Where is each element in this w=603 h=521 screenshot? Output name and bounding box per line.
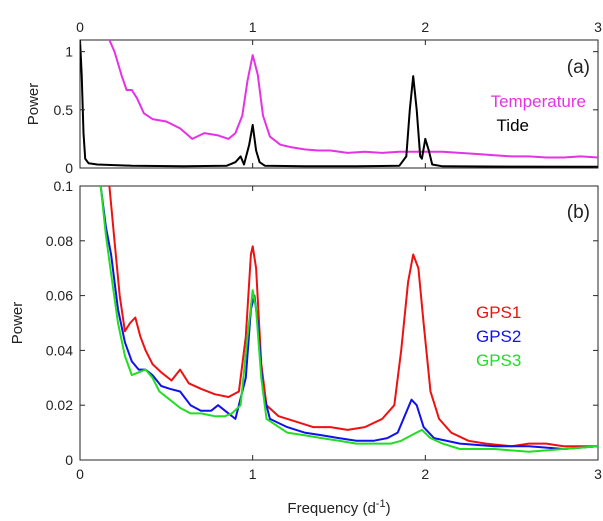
- x-axis-label-text: Frequency (d: [287, 500, 375, 517]
- legend-temperature: Temperature: [491, 92, 586, 111]
- panel-a-x-ticks: 0 1 2 3: [76, 19, 602, 168]
- legend-gps3: GPS3: [476, 351, 521, 370]
- legend-tide: Tide: [497, 116, 529, 135]
- y-tick-label: 0.02: [46, 397, 73, 413]
- legend-gps1: GPS1: [476, 303, 521, 322]
- panel-b-frame: [79, 185, 599, 461]
- y-tick-label: 0: [65, 452, 73, 468]
- x-axis-label-superscript: -1: [376, 498, 386, 510]
- series-line-gps1: [108, 186, 598, 448]
- x-axis-label-suffix: ): [386, 500, 391, 517]
- x-tick-label: 0: [76, 19, 84, 35]
- series-line-gps2: [99, 186, 598, 450]
- panel-a-frame: [79, 39, 599, 169]
- y-tick-label: 0.1: [54, 178, 74, 194]
- series-line-tide: [80, 40, 598, 168]
- x-tick-label: 3: [594, 19, 602, 35]
- x-axis-label: Frequency (d-1): [287, 498, 390, 517]
- panel-b-y-axis-label: Power: [9, 302, 26, 345]
- panel-a-y-axis-label: Power: [25, 83, 42, 126]
- series-line-temperature: [108, 40, 598, 159]
- y-tick-label: 0.5: [54, 102, 74, 118]
- x-tick-label: 0: [76, 466, 84, 482]
- x-tick-label: 1: [249, 466, 257, 482]
- panel-b-label: (b): [567, 202, 590, 223]
- y-tick-label: 1: [65, 44, 73, 60]
- x-tick-label: 2: [421, 19, 429, 35]
- y-tick-label: 0.08: [46, 233, 73, 249]
- x-tick-label: 3: [594, 466, 602, 482]
- panel-a-series: [80, 40, 598, 168]
- x-tick-label: 2: [421, 466, 429, 482]
- panel-a-label: (a): [567, 57, 590, 78]
- y-tick-label: 0: [65, 160, 73, 176]
- panel-b-x-ticks: 0 1 2 3: [76, 186, 602, 482]
- y-tick-label: 0.04: [46, 342, 73, 358]
- panel-a-y-ticks: 00.51: [54, 44, 598, 176]
- panel-b-series: [99, 186, 598, 453]
- panel-b: 0 1 2 3 0 0.02 0.04 0.06 0.08 0.1 Power (b) GPS1…: [9, 178, 602, 482]
- legend-gps2: GPS2: [476, 327, 521, 346]
- x-tick-label: 1: [249, 19, 257, 35]
- series-line-gps3: [99, 186, 598, 453]
- panel-b-y-ticks: 0 0.02 0.04 0.06 0.08 0.1: [46, 178, 598, 468]
- y-tick-label: 0.06: [46, 288, 73, 304]
